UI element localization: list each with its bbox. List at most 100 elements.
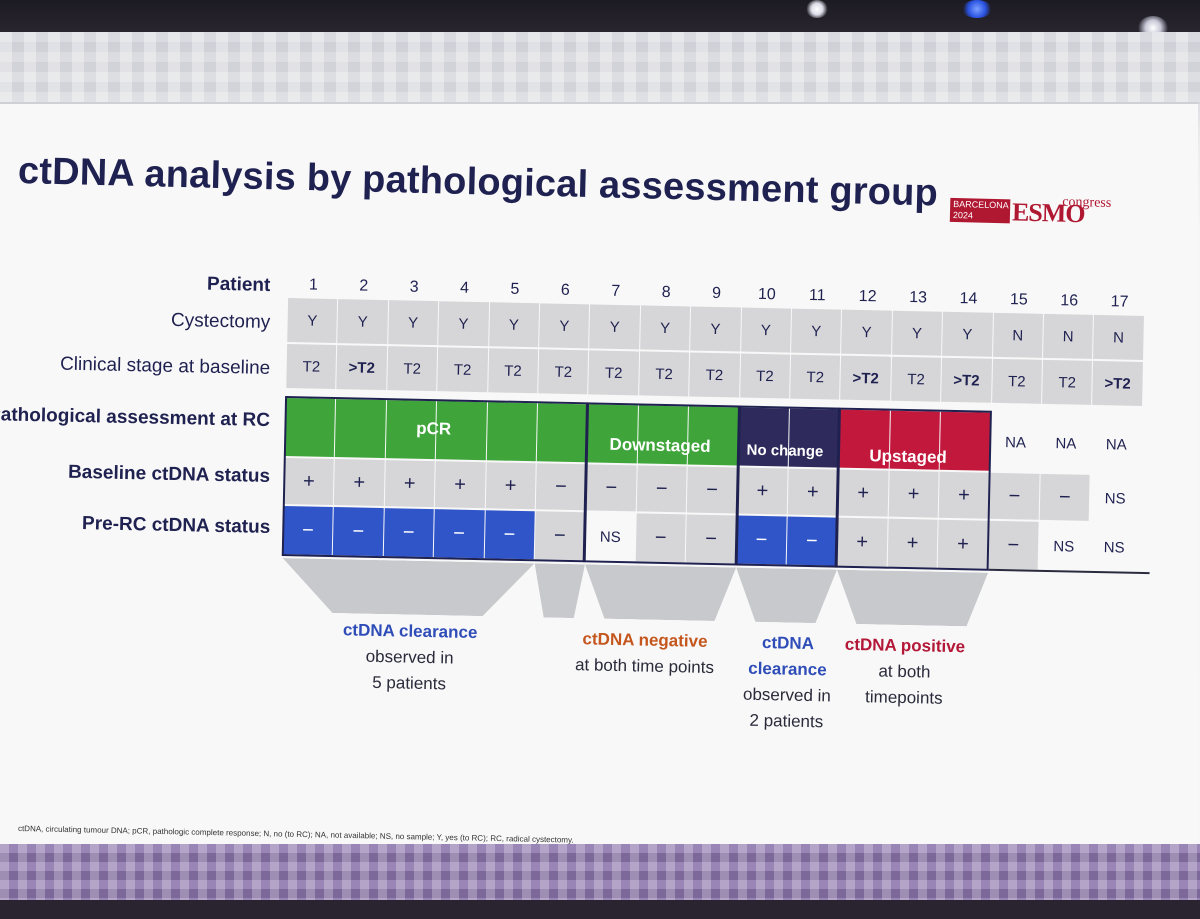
clinical-stage-cell: T2: [588, 350, 639, 396]
group-funnel: [584, 564, 736, 621]
cystectomy-cell: Y: [589, 304, 640, 350]
stage-light: [962, 0, 992, 18]
caption-text: 2 patients: [749, 710, 824, 732]
group-funnel: [735, 567, 837, 623]
clinical-stage-cell: >T2: [336, 345, 387, 391]
baseline-ctdna-cell: +: [384, 460, 435, 508]
cystectomy-cell: Y: [639, 305, 691, 351]
caption-text: at both: [878, 661, 931, 682]
cystectomy-cell: Y: [387, 300, 439, 346]
patient-number: 13: [908, 289, 928, 307]
prerc-ctdna-cell: NS: [1053, 537, 1075, 556]
caption-text: timepoints: [864, 687, 943, 708]
caption-key: ctDNA negative: [582, 629, 708, 651]
patient-number: 4: [459, 279, 470, 297]
patient-number: 8: [661, 283, 671, 302]
cystectomy-cell: Y: [791, 308, 842, 354]
patient-number: 3: [409, 278, 419, 296]
prerc-ctdna-cell: −: [736, 515, 787, 565]
prerc-ctdna-cell: −: [635, 513, 686, 563]
prerc-ctdna-cell: −: [685, 514, 737, 564]
prerc-ctdna-cell: −: [534, 511, 586, 561]
not-available-cell: NA: [1105, 435, 1127, 454]
patient-number: 11: [808, 286, 826, 305]
baseline-ctdna-cell: +: [787, 468, 839, 516]
cystectomy-cell: Y: [337, 299, 388, 345]
group-caption: ctDNA positive at both timepoints: [829, 631, 981, 712]
patient-number: 9: [711, 284, 722, 303]
group-caption: ctDNA clearance observed in 2 patients: [731, 629, 843, 735]
caption-text: observed in: [742, 684, 832, 706]
prerc-ctdna-cell: −: [786, 516, 838, 566]
group-caption: ctDNA clearance observed in 5 patients: [309, 617, 511, 699]
clinical-stage-cell: T2: [1042, 359, 1093, 405]
caption-text: 5 patients: [372, 672, 447, 694]
stage-light: [806, 0, 828, 18]
patient-number: 1: [308, 276, 319, 294]
baseline-ctdna-cell: +: [485, 462, 536, 510]
clinical-stage-cell: T2: [387, 346, 438, 392]
cystectomy-cell: N: [1043, 313, 1094, 359]
baseline-ctdna-cell: −: [636, 465, 687, 513]
clinical-stage-cell: T2: [538, 349, 589, 395]
clinical-stage-cell: >T2: [840, 355, 891, 401]
caption-key: ctDNA: [761, 633, 815, 654]
pcr-cell: [536, 403, 588, 463]
clinical-stage-cell: >T2: [1092, 360, 1143, 406]
clinical-stage-cell: T2: [638, 351, 690, 397]
prerc-ctdna-cell: −: [988, 520, 1039, 570]
screen-pattern: [0, 32, 1200, 104]
cystectomy-cell: N: [1093, 314, 1144, 360]
cystectomy-cell: Y: [438, 301, 489, 347]
clinical-stage-cell: T2: [790, 354, 841, 400]
group-funnel: [282, 558, 535, 617]
baseline-ctdna-cell: −: [989, 472, 1040, 520]
group-funnel: [836, 570, 988, 627]
cystectomy-cell: Y: [287, 298, 338, 344]
pcr-cell: [335, 399, 386, 459]
clinical-stage-cell: T2: [689, 352, 740, 398]
pcr-cell: [284, 398, 336, 458]
patient-number: 12: [858, 287, 877, 306]
downstaged-label: Downstaged: [609, 434, 711, 456]
not-available-cell: NA: [1055, 434, 1077, 453]
patient-number: 7: [611, 282, 621, 300]
prerc-ctdna-cell: NS: [599, 528, 621, 546]
baseline-ctdna-cell: +: [888, 470, 939, 518]
clinical-stage-cell: T2: [739, 353, 791, 399]
prerc-ctdna-cell: −: [484, 510, 535, 560]
baseline-ctdna-cell: −: [686, 466, 738, 514]
caption-key: ctDNA positive: [844, 634, 966, 657]
prerc-ctdna-cell: +: [837, 517, 888, 567]
clinical-stage-cell: T2: [437, 347, 488, 393]
baseline-ctdna-cell: +: [838, 469, 889, 517]
prerc-ctdna-cell: NS: [1103, 538, 1125, 557]
patient-number: 2: [359, 277, 369, 295]
cystectomy-cell: N: [992, 312, 1043, 358]
prerc-ctdna-cell: −: [433, 509, 485, 559]
baseline-ctdna-cell: +: [334, 459, 385, 507]
baseline-ctdna-cell: −: [535, 463, 587, 511]
cystectomy-cell: Y: [841, 309, 892, 355]
pcr-label: pCR: [416, 418, 452, 439]
group-caption: ctDNA negative at both time points: [554, 626, 735, 682]
cystectomy-cell: Y: [488, 302, 540, 348]
prerc-ctdna-cell: +: [887, 518, 938, 568]
pcr-cell: [486, 402, 537, 462]
led-wall: [0, 844, 1200, 900]
prerc-ctdna-cell: −: [383, 508, 434, 558]
patient-number: 15: [1009, 291, 1028, 309]
baseline-ctdna-cell: +: [938, 471, 990, 519]
baseline-ctdna-cell: −: [1039, 473, 1090, 521]
prerc-ctdna-cell: +: [937, 519, 989, 569]
clinical-stage-cell: T2: [991, 358, 1042, 404]
baseline-ctdna-cell: −: [586, 464, 637, 512]
patient-number: 14: [959, 290, 978, 308]
not-available-cell: NA: [1004, 433, 1027, 452]
clinical-stage-cell: T2: [286, 344, 337, 390]
baseline-ctdna-cell: NS: [1104, 489, 1126, 508]
patient-number: 16: [1060, 292, 1079, 310]
clinical-stage-cell: >T2: [941, 357, 992, 403]
patient-number: 17: [1110, 293, 1129, 311]
